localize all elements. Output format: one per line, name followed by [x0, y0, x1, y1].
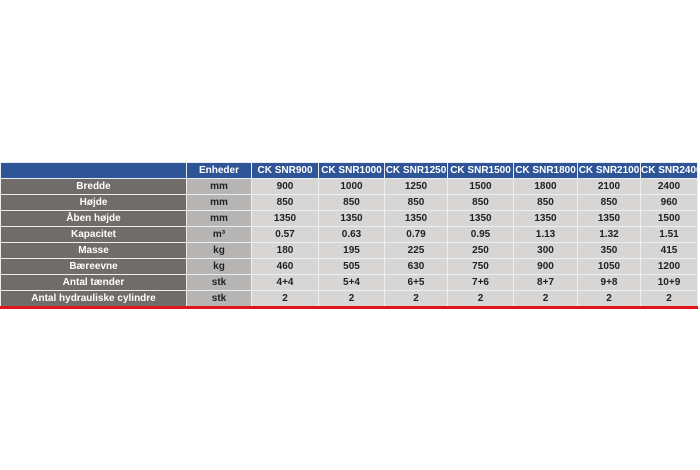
header-model: CK SNR1000	[318, 162, 385, 179]
row-value: 2100	[577, 178, 641, 195]
header-model: CK SNR2400	[640, 162, 698, 179]
row-value: 1350	[251, 210, 319, 227]
header-blank	[0, 162, 187, 179]
row-unit: stk	[186, 274, 252, 291]
row-label: Bæreevne	[0, 258, 187, 275]
row-value: 750	[447, 258, 514, 275]
header-model: CK SNR2100	[577, 162, 641, 179]
row-value: 300	[513, 242, 578, 259]
row-value: 1000	[318, 178, 385, 195]
table-row: Højde mm 850 850 850 850 850 850 960	[0, 194, 698, 211]
header-model: CK SNR1250	[384, 162, 448, 179]
row-value: 850	[384, 194, 448, 211]
row-label: Åben højde	[0, 210, 187, 227]
table-row: Åben højde mm 1350 1350 1350 1350 1350 1350 1500	[0, 210, 698, 227]
row-value: 1050	[577, 258, 641, 275]
header-units: Enheder	[186, 162, 252, 179]
row-value: 415	[640, 242, 698, 259]
row-label: Antal hydrauliske cylindre	[0, 290, 187, 309]
row-value: 1200	[640, 258, 698, 275]
row-unit: kg	[186, 258, 252, 275]
row-label: Bredde	[0, 178, 187, 195]
row-value: 960	[640, 194, 698, 211]
row-value: 1350	[318, 210, 385, 227]
row-value: 5+4	[318, 274, 385, 291]
table-row: Antal tænder stk 4+4 5+4 6+5 7+6 8+7 9+8 10+9	[0, 274, 698, 291]
row-value: 1.51	[640, 226, 698, 243]
row-value: 4+4	[251, 274, 319, 291]
row-value: 850	[513, 194, 578, 211]
row-unit: m³	[186, 226, 252, 243]
row-value: 850	[447, 194, 514, 211]
row-value: 1350	[384, 210, 448, 227]
row-value: 630	[384, 258, 448, 275]
row-value: 2	[640, 290, 698, 309]
row-value: 6+5	[384, 274, 448, 291]
row-value: 9+8	[577, 274, 641, 291]
row-label: Antal tænder	[0, 274, 187, 291]
row-value: 1.13	[513, 226, 578, 243]
row-label: Højde	[0, 194, 187, 211]
header-model: CK SNR900	[251, 162, 319, 179]
row-value: 460	[251, 258, 319, 275]
row-unit: mm	[186, 210, 252, 227]
row-value: 8+7	[513, 274, 578, 291]
row-value: 1350	[513, 210, 578, 227]
row-value: 0.63	[318, 226, 385, 243]
table-row: Bæreevne kg 460 505 630 750 900 1050 1200	[0, 258, 698, 275]
row-value: 1500	[447, 178, 514, 195]
row-unit: kg	[186, 242, 252, 259]
row-value: 350	[577, 242, 641, 259]
row-value: 900	[251, 178, 319, 195]
table-row: Antal hydrauliske cylindre stk 2 2 2 2 2 2 2	[0, 290, 698, 309]
row-label: Masse	[0, 242, 187, 259]
row-value: 10+9	[640, 274, 698, 291]
row-value: 2	[318, 290, 385, 309]
row-value: 850	[251, 194, 319, 211]
row-value: 850	[318, 194, 385, 211]
row-unit: mm	[186, 194, 252, 211]
row-value: 225	[384, 242, 448, 259]
row-value: 0.95	[447, 226, 514, 243]
row-unit: mm	[186, 178, 252, 195]
row-value: 2	[251, 290, 319, 309]
row-value: 1800	[513, 178, 578, 195]
header-row: Enheder CK SNR900 CK SNR1000 CK SNR1250 CK …	[0, 162, 698, 179]
row-value: 250	[447, 242, 514, 259]
row-value: 2400	[640, 178, 698, 195]
row-value: 2	[384, 290, 448, 309]
table-row: Bredde mm 900 1000 1250 1500 1800 2100 2400	[0, 178, 698, 195]
row-value: 505	[318, 258, 385, 275]
spec-table: Enheder CK SNR900 CK SNR1000 CK SNR1250 CK …	[0, 162, 698, 309]
header-model: CK SNR1500	[447, 162, 514, 179]
table-row: Kapacitet m³ 0.57 0.63 0.79 0.95 1.13 1.32 1.51	[0, 226, 698, 243]
row-value: 1350	[577, 210, 641, 227]
row-value: 0.79	[384, 226, 448, 243]
row-value: 1350	[447, 210, 514, 227]
row-value: 850	[577, 194, 641, 211]
table-row: Masse kg 180 195 225 250 300 350 415	[0, 242, 698, 259]
row-value: 1250	[384, 178, 448, 195]
row-value: 195	[318, 242, 385, 259]
row-value: 0.57	[251, 226, 319, 243]
row-value: 2	[577, 290, 641, 309]
row-value: 900	[513, 258, 578, 275]
row-value: 1500	[640, 210, 698, 227]
row-value: 7+6	[447, 274, 514, 291]
row-value: 1.32	[577, 226, 641, 243]
row-label: Kapacitet	[0, 226, 187, 243]
row-value: 2	[513, 290, 578, 309]
header-model: CK SNR1800	[513, 162, 578, 179]
row-unit: stk	[186, 290, 252, 309]
row-value: 180	[251, 242, 319, 259]
row-value: 2	[447, 290, 514, 309]
